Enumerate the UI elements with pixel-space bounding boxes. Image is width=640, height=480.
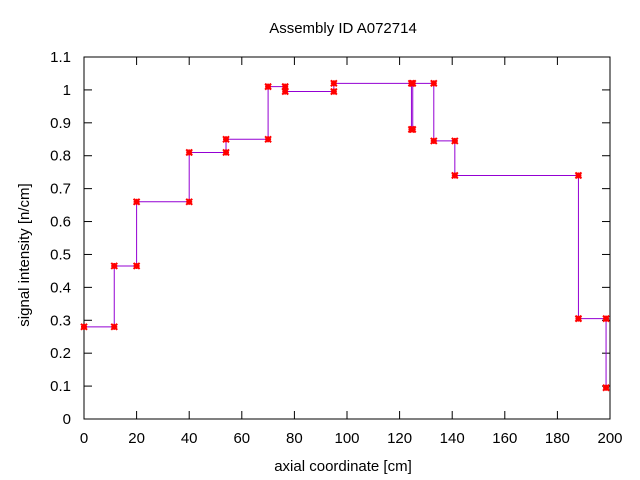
data-point: [222, 135, 230, 143]
y-tick-label: 0.7: [50, 181, 71, 198]
data-point: [409, 125, 417, 134]
data-point: [264, 135, 272, 143]
series-line: [84, 82, 607, 388]
y-tick-label: 0.2: [50, 345, 71, 362]
data-point: [185, 148, 193, 157]
data-point: [430, 79, 438, 88]
plot-border: [83, 56, 611, 420]
data-point: [574, 314, 583, 323]
x-axis-title: axial coordinate [cm]: [274, 458, 412, 475]
x-tick-label: 60: [233, 430, 250, 447]
data-point: [264, 82, 272, 91]
y-tick-label: 0.1: [50, 378, 71, 395]
x-tick-label: 0: [80, 430, 88, 447]
data-point: [602, 384, 610, 392]
x-tick-label: 120: [387, 430, 412, 447]
y-axis-ticks: 0 0.1 0.2 0.3 0.4 0.5 0.6 0.7 0.8 0.9 1 1.1: [50, 49, 610, 428]
y-axis-title: signal intensity [n/cm]: [16, 183, 33, 326]
y-tick-label: 0.6: [50, 214, 71, 231]
x-tick-label: 80: [286, 430, 303, 447]
x-tick-label: 140: [440, 430, 465, 447]
data-point: [451, 171, 459, 180]
plot-frame: [83, 56, 611, 420]
data-point: [574, 171, 583, 180]
y-tick-label: 0.9: [50, 115, 71, 132]
data-markers: [80, 79, 610, 392]
x-tick-label: 180: [545, 430, 570, 447]
x-tick-label: 200: [597, 430, 622, 447]
data-point: [602, 314, 610, 323]
x-tick-label: 160: [492, 430, 517, 447]
data-series: [84, 82, 607, 388]
y-tick-label: 0.3: [50, 312, 71, 329]
y-tick-label: 0.8: [50, 148, 71, 165]
data-point: [110, 323, 118, 331]
data-point: [185, 198, 193, 206]
data-point: [430, 137, 438, 145]
data-point: [222, 148, 230, 157]
x-tick-label: 40: [181, 430, 198, 447]
y-tick-label: 0: [63, 411, 71, 428]
data-point: [451, 137, 459, 145]
y-tick-label: 0.5: [50, 246, 71, 263]
y-tick-label: 1.1: [50, 49, 71, 66]
y-tick-label: 1: [63, 82, 71, 99]
data-point: [132, 262, 141, 270]
x-tick-label: 100: [334, 430, 359, 447]
data-point: [330, 79, 338, 88]
data-point: [132, 198, 141, 206]
y-tick-label: 0.4: [50, 279, 71, 296]
data-point: [110, 262, 118, 270]
data-point: [80, 323, 88, 331]
data-point: [281, 87, 289, 96]
x-tick-label: 20: [128, 430, 145, 447]
data-point: [330, 87, 338, 96]
data-point: [409, 79, 417, 88]
chart-title: Assembly ID A072714: [269, 20, 417, 37]
x-axis-ticks: 0 20 40 60 80 100 120 140 160 180 200: [80, 57, 623, 447]
